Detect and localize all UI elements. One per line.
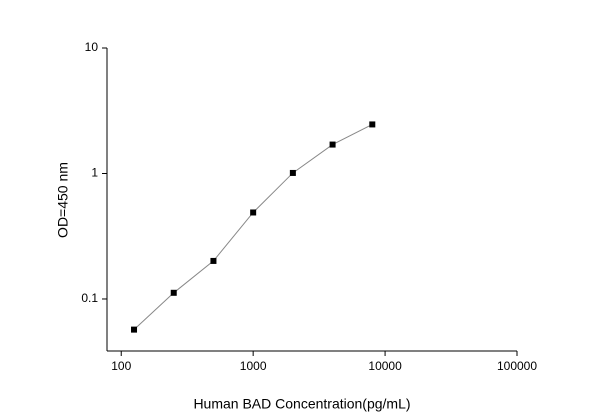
x-tick-label: 10000 [368,359,402,373]
x-axis-label: Human BAD Concentration(pg/mL) [193,396,410,412]
y-tick-label: 1 [91,166,98,180]
data-point [250,209,257,216]
data-point [170,289,177,296]
data-point [131,326,138,333]
x-tick-label: 100000 [497,359,537,373]
data-line [133,123,373,330]
y-tick-label: 0.1 [81,291,98,305]
y-tick-label: 10 [85,40,99,54]
x-tick-label: 1000 [240,359,267,373]
data-point [329,141,336,148]
y-axis-label: OD=450 nm [55,162,71,238]
data-point [369,121,376,128]
x-tick-label: 100 [111,359,131,373]
data-point [210,257,217,264]
data-point [289,169,296,176]
